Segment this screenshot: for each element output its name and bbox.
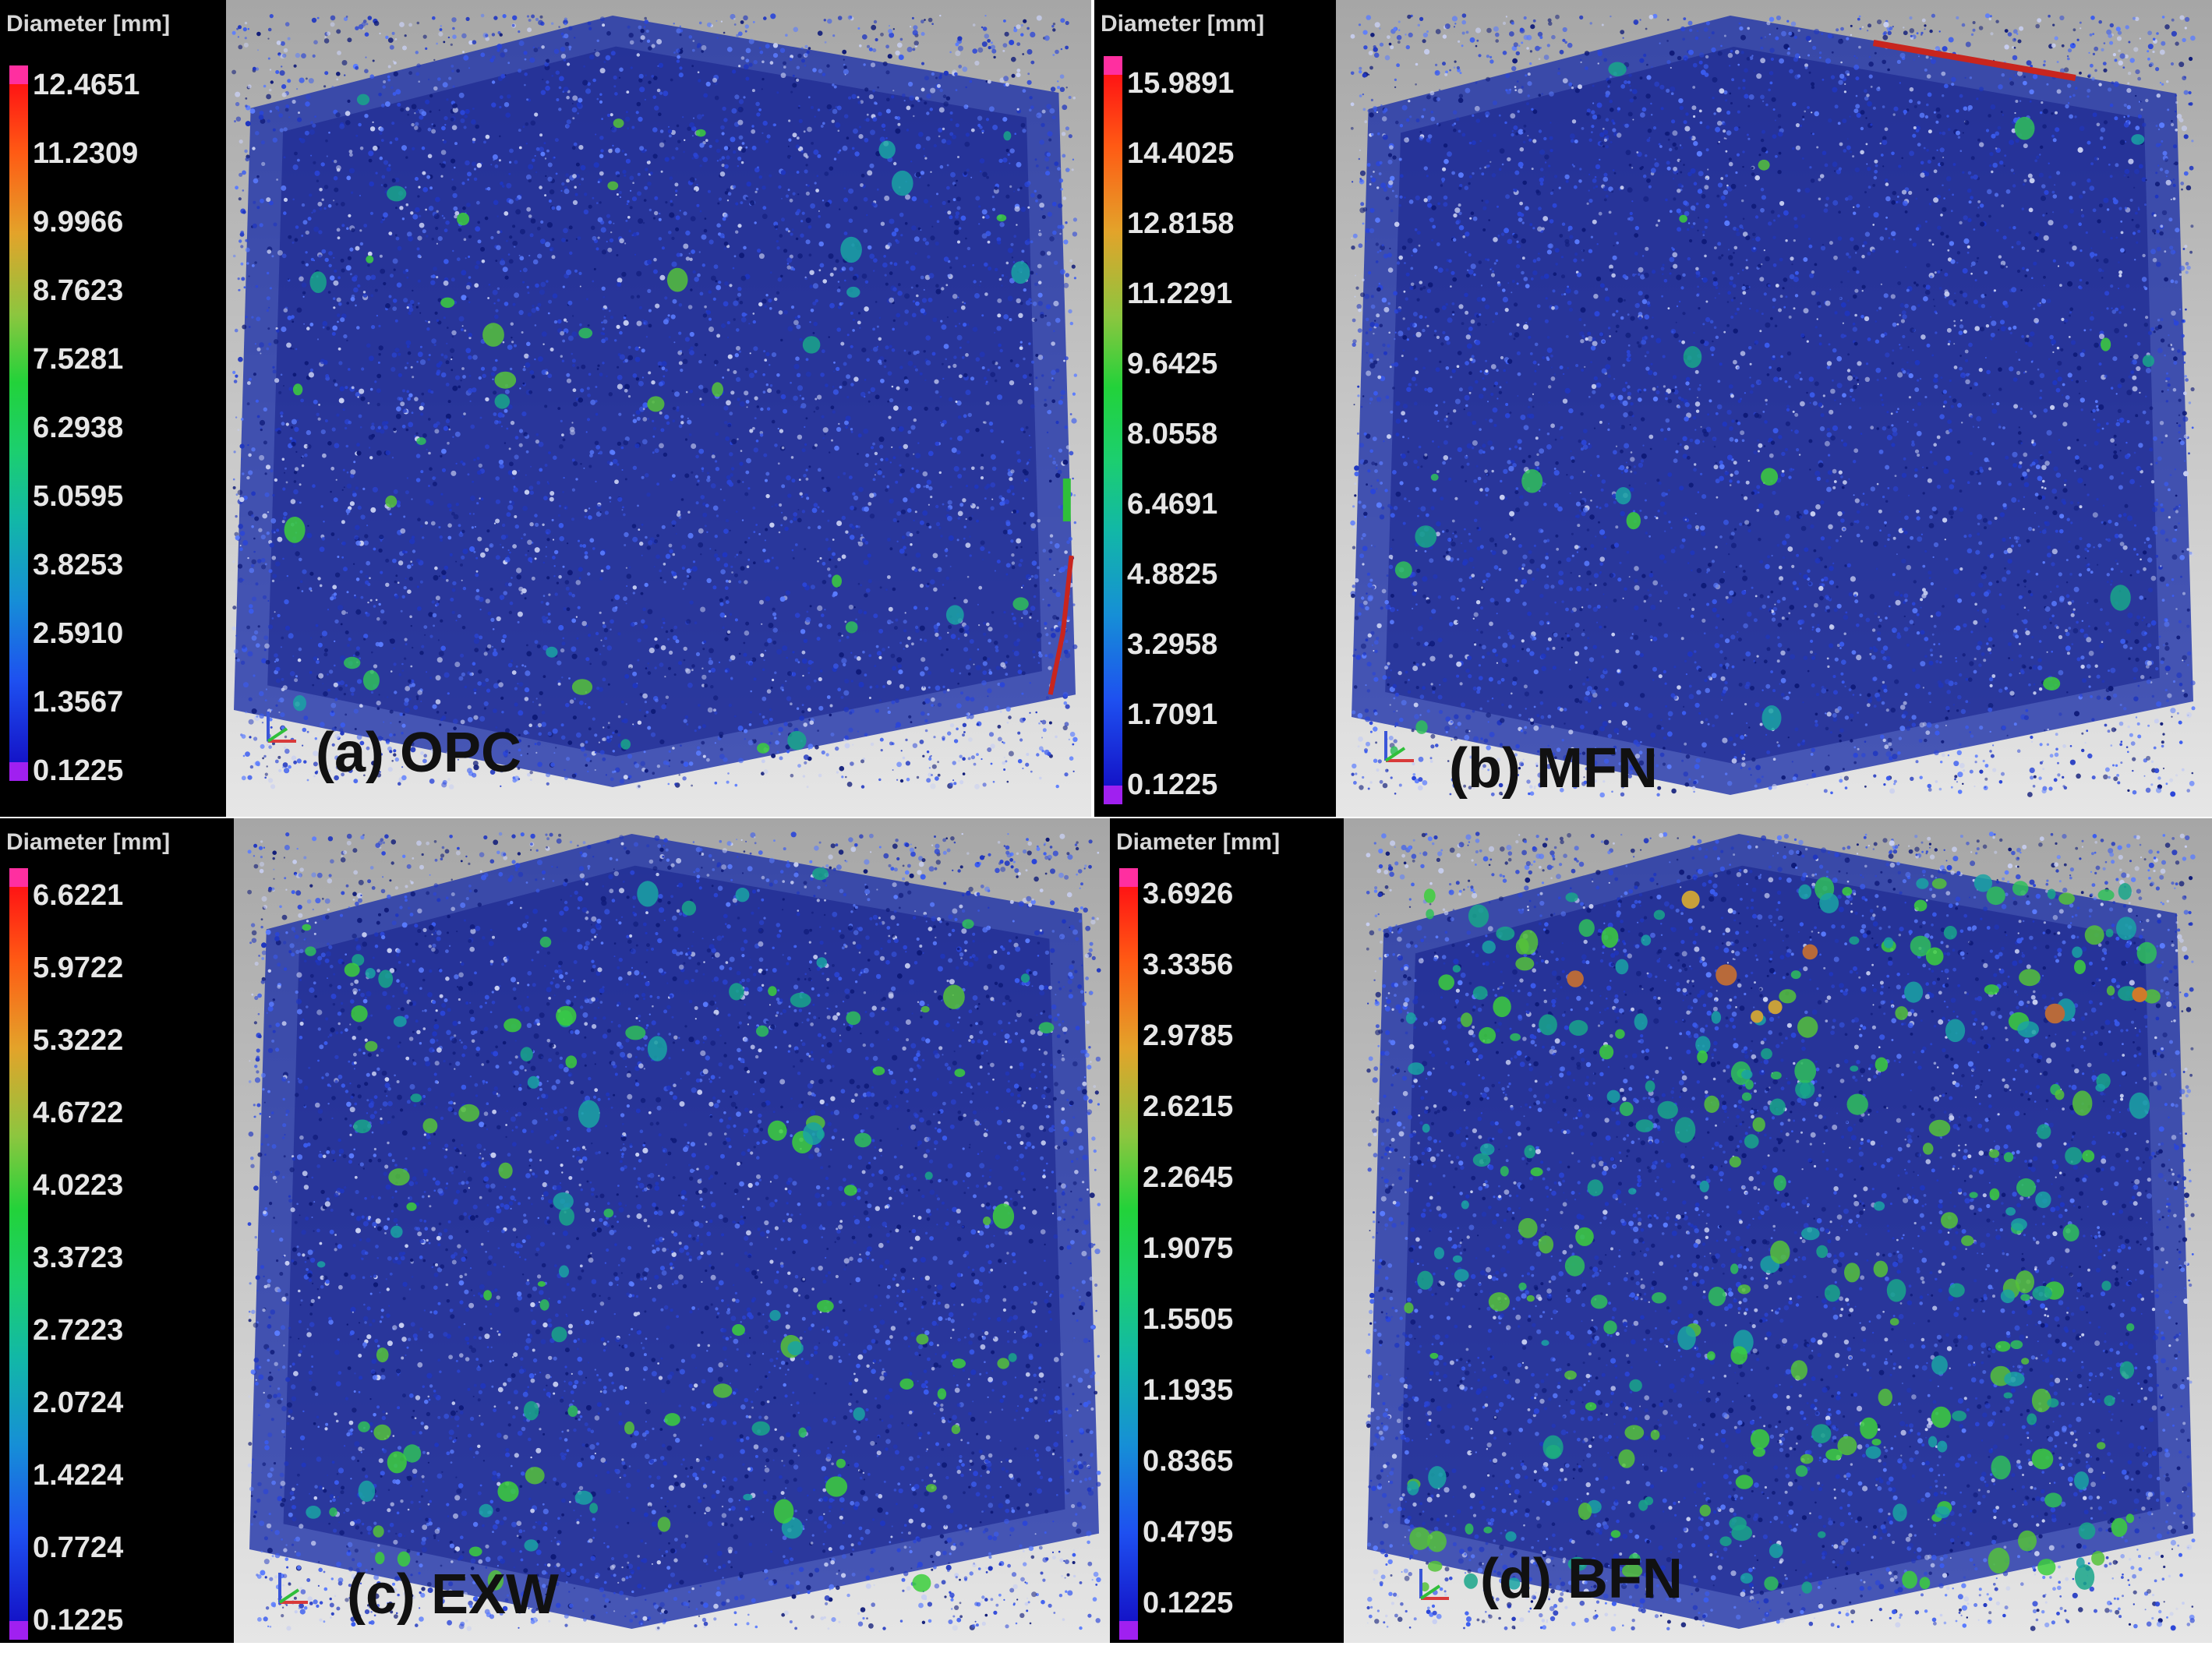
axis-triad-icon bbox=[1419, 1569, 1449, 1600]
legend-tick: 11.2309 bbox=[33, 139, 138, 168]
legend-tick: 5.3222 bbox=[33, 1026, 123, 1055]
axis-triad-icon bbox=[1384, 731, 1414, 762]
colorbar-ramp bbox=[1104, 75, 1122, 786]
colorbar-max-cap bbox=[9, 65, 28, 84]
legend-tick: 1.3567 bbox=[33, 687, 123, 717]
panel-a-opc: Diameter [mm] 12.4651 11.2309 9.9966 8.7623 7… bbox=[0, 0, 1091, 817]
legend-tick: 5.9722 bbox=[33, 953, 123, 983]
legend-tick: 3.8253 bbox=[33, 550, 123, 580]
pore-speckles-c bbox=[247, 832, 1101, 1631]
legend-tick: 12.4651 bbox=[33, 70, 140, 100]
legend-title: Diameter [mm] bbox=[6, 829, 170, 856]
legend-title: Diameter [mm] bbox=[1101, 11, 1264, 37]
colorbar-max-cap bbox=[1104, 56, 1122, 75]
legend-tick: 6.6221 bbox=[33, 881, 123, 910]
legend-tick: 3.2958 bbox=[1127, 630, 1217, 659]
legend-tick: 1.9075 bbox=[1143, 1234, 1233, 1263]
crack-pore-b bbox=[1872, 40, 2076, 81]
legend-tick: 0.8365 bbox=[1143, 1446, 1233, 1476]
legend-tick: 3.3356 bbox=[1143, 950, 1233, 980]
colorbar-max-cap bbox=[1119, 868, 1138, 887]
legend-tick: 0.1225 bbox=[1127, 770, 1217, 800]
colorbar-min-cap bbox=[9, 1621, 28, 1640]
panel-caption: (b) MFN bbox=[1449, 740, 1658, 796]
diameter-legend-d: Diameter [mm] 3.6926 3.3356 2.9785 2.6215 2.2… bbox=[1110, 818, 1344, 1643]
colorbar-ramp bbox=[9, 887, 28, 1621]
legend-tick: 5.0595 bbox=[33, 482, 123, 511]
legend-title: Diameter [mm] bbox=[6, 11, 170, 37]
legend-tick: 0.4795 bbox=[1143, 1517, 1233, 1547]
legend-tick: 2.5910 bbox=[33, 619, 123, 648]
legend-tick: 1.4224 bbox=[33, 1460, 123, 1490]
pore-cloud-c bbox=[247, 832, 1101, 1631]
legend-tick: 4.0223 bbox=[33, 1171, 123, 1200]
pore-speckles-a bbox=[231, 13, 1078, 789]
panel-caption: (d) BFN bbox=[1480, 1551, 1683, 1607]
legend-tick: 2.2645 bbox=[1143, 1163, 1233, 1192]
legend-tick: 0.1225 bbox=[1143, 1588, 1233, 1618]
legend-tick: 12.8158 bbox=[1127, 209, 1234, 238]
legend-tick: 2.6215 bbox=[1143, 1092, 1233, 1121]
axis-triad-icon bbox=[267, 712, 296, 743]
legend-tick: 11.2291 bbox=[1127, 279, 1232, 309]
panel-caption: (a) OPC bbox=[316, 725, 521, 781]
legend-tick: 8.0558 bbox=[1127, 419, 1217, 449]
pore-cloud-a bbox=[231, 13, 1078, 789]
legend-tick: 3.3723 bbox=[33, 1243, 123, 1273]
colorbar bbox=[9, 65, 28, 781]
legend-tick: 1.7091 bbox=[1127, 700, 1217, 729]
specimen-core-b bbox=[1385, 47, 2160, 764]
colorbar-min-cap bbox=[1119, 1621, 1138, 1640]
colorbar-ramp bbox=[9, 84, 28, 762]
diameter-legend-c: Diameter [mm] 6.6221 5.9722 5.3222 4.6722 4.0… bbox=[0, 818, 234, 1643]
legend-tick: 2.7223 bbox=[33, 1316, 123, 1345]
colorbar bbox=[1119, 868, 1138, 1640]
legend-tick: 9.6425 bbox=[1127, 349, 1217, 379]
colorbar bbox=[1104, 56, 1122, 804]
legend-tick: 8.7623 bbox=[33, 276, 123, 306]
colorbar bbox=[9, 868, 28, 1640]
legend-tick: 2.0724 bbox=[33, 1388, 123, 1418]
colorbar-ramp bbox=[1119, 887, 1138, 1621]
colorbar-min-cap bbox=[9, 762, 28, 781]
pore-speckles-d bbox=[1366, 832, 2196, 1632]
diameter-legend-a: Diameter [mm] 12.4651 11.2309 9.9966 8.7623 7… bbox=[0, 0, 226, 817]
legend-tick: 3.6926 bbox=[1143, 879, 1233, 909]
colorbar-min-cap bbox=[1104, 786, 1122, 804]
panel-b-mfn: Diameter [mm] 15.9891 14.4025 12.8158 11.229… bbox=[1094, 0, 2212, 817]
diameter-legend-b: Diameter [mm] 15.9891 14.4025 12.8158 11.229… bbox=[1094, 0, 1336, 817]
pore-cloud-d bbox=[1366, 832, 2196, 1632]
panel-d-bfn: Diameter [mm] 3.6926 3.3356 2.9785 2.6215 2.2… bbox=[1110, 818, 2212, 1643]
legend-tick: 1.5505 bbox=[1143, 1305, 1233, 1334]
colorbar-max-cap bbox=[9, 868, 28, 887]
legend-tick: 14.4025 bbox=[1127, 139, 1234, 168]
legend-title: Diameter [mm] bbox=[1116, 829, 1280, 856]
legend-tick: 2.9785 bbox=[1143, 1021, 1233, 1051]
legend-tick: 4.8825 bbox=[1127, 560, 1217, 589]
legend-tick: 6.4691 bbox=[1127, 489, 1217, 519]
legend-tick: 15.9891 bbox=[1127, 69, 1234, 98]
axis-triad-icon bbox=[278, 1573, 308, 1604]
legend-tick: 1.1935 bbox=[1143, 1376, 1233, 1405]
crack-pore-a bbox=[1048, 555, 1074, 695]
elongated-pore-a bbox=[1062, 479, 1071, 521]
legend-tick: 9.9966 bbox=[33, 207, 123, 237]
panel-c-exw: Diameter [mm] 6.6221 5.9722 5.3222 4.6722 4.0… bbox=[0, 818, 1110, 1643]
panel-caption: (c) EXW bbox=[347, 1566, 559, 1623]
legend-tick: 0.1225 bbox=[33, 1605, 123, 1635]
legend-tick: 0.7724 bbox=[33, 1533, 123, 1563]
legend-tick: 6.2938 bbox=[33, 413, 123, 443]
specimen-core-d bbox=[1400, 865, 2161, 1598]
pore-cloud-b bbox=[1350, 13, 2196, 798]
legend-tick: 7.5281 bbox=[33, 344, 123, 374]
legend-tick: 0.1225 bbox=[33, 756, 123, 786]
legend-tick: 4.6722 bbox=[33, 1098, 123, 1128]
pore-speckles-b bbox=[1350, 13, 2196, 798]
